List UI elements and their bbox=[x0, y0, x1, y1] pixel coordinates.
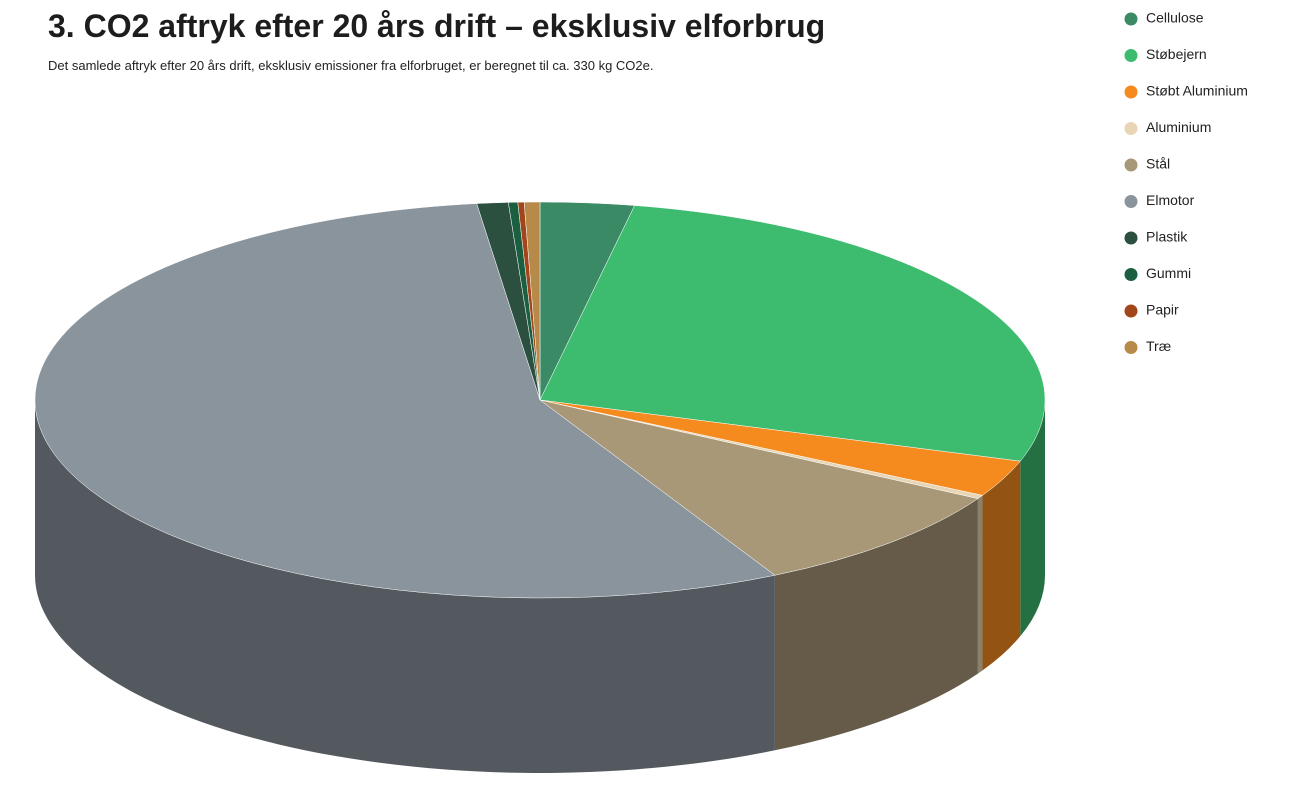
chart-subtitle: Det samlede aftryk efter 20 års drift, e… bbox=[48, 58, 654, 73]
legend-label: Plastik bbox=[1146, 229, 1188, 245]
pie-side bbox=[977, 495, 983, 674]
legend-label: Aluminium bbox=[1146, 119, 1211, 135]
legend-label: Stål bbox=[1146, 156, 1170, 172]
chart-title: 3. CO2 aftryk efter 20 års drift – ekskl… bbox=[48, 8, 826, 44]
legend-swatch bbox=[1124, 158, 1138, 172]
legend-label: Støbejern bbox=[1146, 46, 1207, 62]
legend-swatch bbox=[1124, 231, 1138, 245]
legend-label: Træ bbox=[1146, 338, 1171, 354]
legend-swatch bbox=[1124, 304, 1138, 318]
legend-swatch bbox=[1124, 85, 1138, 99]
legend-label: Papir bbox=[1146, 302, 1179, 318]
legend-swatch bbox=[1124, 341, 1138, 354]
legend-swatch bbox=[1124, 122, 1138, 135]
legend-label: Gummi bbox=[1146, 265, 1191, 281]
pie-side bbox=[982, 461, 1021, 671]
pie-side bbox=[35, 400, 775, 773]
pie-slice bbox=[539, 205, 1046, 462]
pie-side bbox=[774, 498, 978, 751]
legend-swatch bbox=[1124, 195, 1138, 208]
legend-label: Cellulose bbox=[1146, 10, 1204, 26]
legend-label: Elmotor bbox=[1146, 192, 1195, 208]
pie-slice bbox=[523, 201, 541, 401]
legend-swatch bbox=[1124, 268, 1138, 281]
legend-label: Støbt Aluminium bbox=[1146, 83, 1248, 99]
pie-slice bbox=[539, 399, 979, 576]
pie-slice bbox=[34, 203, 776, 599]
legend-swatch bbox=[1124, 12, 1138, 26]
legend-swatch bbox=[1124, 49, 1138, 62]
pie-side bbox=[1020, 400, 1045, 637]
